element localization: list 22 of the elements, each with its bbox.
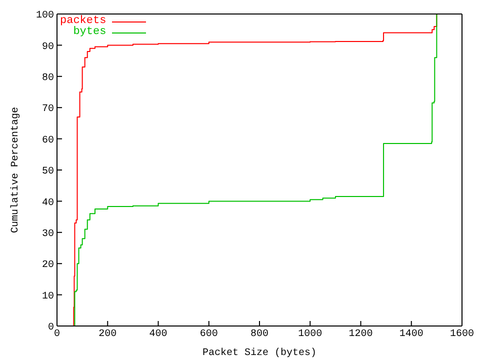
y-tick-label: 40	[42, 198, 54, 209]
x-tick-label: 200	[98, 329, 117, 340]
y-tick-label: 60	[42, 135, 54, 146]
x-tick-label: 600	[200, 329, 218, 340]
y-axis-title: Cumulative Percentage	[10, 106, 22, 234]
x-tick-label: 1600	[450, 329, 474, 340]
x-tick-label: 1000	[298, 329, 322, 340]
x-tick-label: 400	[149, 329, 168, 340]
y-tick-label: 20	[42, 260, 54, 272]
x-tick-label: 800	[250, 329, 269, 340]
x-tick-label: 1200	[348, 329, 373, 340]
y-tick-label: 70	[42, 104, 54, 116]
legend-label: bytes	[73, 26, 106, 38]
y-tick-label: 80	[42, 72, 54, 84]
x-tick-label: 1400	[399, 329, 424, 340]
x-axis-title: Packet Size (bytes)	[202, 347, 317, 359]
y-tick-label: 10	[42, 291, 54, 302]
y-tick-label: 50	[42, 166, 54, 178]
y-tick-label: 90	[42, 42, 54, 53]
y-tick-label: 100	[36, 10, 54, 22]
y-tick-label: 30	[42, 228, 54, 240]
legend-label: packets	[60, 15, 106, 27]
